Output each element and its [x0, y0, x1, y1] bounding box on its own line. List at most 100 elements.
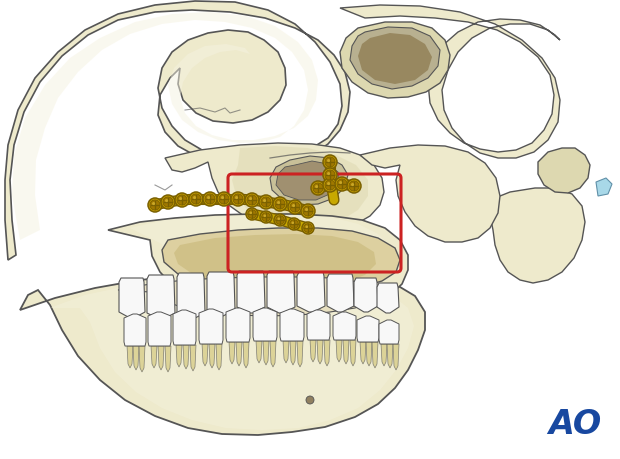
- Circle shape: [290, 220, 298, 228]
- Polygon shape: [327, 274, 354, 312]
- Circle shape: [306, 396, 314, 404]
- Circle shape: [303, 206, 313, 216]
- Circle shape: [325, 157, 335, 167]
- Polygon shape: [256, 341, 262, 363]
- Polygon shape: [372, 342, 378, 368]
- Circle shape: [261, 197, 271, 207]
- Polygon shape: [379, 320, 399, 344]
- Circle shape: [247, 210, 256, 218]
- Circle shape: [150, 200, 160, 210]
- Circle shape: [351, 183, 354, 186]
- Polygon shape: [236, 342, 242, 366]
- Polygon shape: [297, 272, 325, 312]
- Polygon shape: [360, 342, 366, 364]
- Circle shape: [219, 194, 229, 204]
- Polygon shape: [232, 146, 368, 226]
- Circle shape: [249, 197, 252, 200]
- Polygon shape: [387, 344, 393, 368]
- Circle shape: [323, 155, 337, 169]
- Polygon shape: [357, 316, 379, 342]
- Polygon shape: [108, 214, 408, 313]
- Polygon shape: [393, 344, 399, 370]
- Polygon shape: [324, 340, 330, 366]
- Circle shape: [246, 208, 258, 220]
- Polygon shape: [596, 178, 612, 196]
- Polygon shape: [165, 346, 171, 372]
- Circle shape: [152, 202, 155, 205]
- Circle shape: [301, 204, 315, 218]
- Polygon shape: [174, 234, 376, 288]
- Polygon shape: [350, 27, 440, 89]
- Circle shape: [337, 179, 347, 189]
- Circle shape: [313, 183, 323, 193]
- Circle shape: [276, 216, 285, 224]
- Polygon shape: [20, 271, 425, 435]
- Polygon shape: [207, 272, 235, 316]
- Circle shape: [247, 195, 257, 205]
- Circle shape: [274, 214, 286, 226]
- Polygon shape: [165, 143, 384, 230]
- Polygon shape: [118, 277, 378, 316]
- Circle shape: [191, 194, 201, 204]
- Circle shape: [148, 198, 162, 212]
- Polygon shape: [270, 341, 276, 367]
- Polygon shape: [263, 341, 269, 365]
- Polygon shape: [139, 346, 145, 372]
- Circle shape: [264, 214, 266, 217]
- Polygon shape: [270, 156, 348, 205]
- Circle shape: [165, 199, 168, 202]
- Polygon shape: [297, 341, 303, 367]
- Polygon shape: [276, 161, 340, 200]
- Circle shape: [327, 172, 330, 175]
- Circle shape: [288, 200, 302, 214]
- Polygon shape: [190, 345, 196, 371]
- Polygon shape: [130, 215, 395, 306]
- Polygon shape: [124, 314, 146, 346]
- Polygon shape: [290, 341, 296, 365]
- Circle shape: [335, 177, 349, 191]
- Circle shape: [193, 196, 196, 199]
- Circle shape: [290, 202, 300, 212]
- Text: AO: AO: [548, 409, 601, 442]
- Polygon shape: [307, 310, 330, 340]
- Polygon shape: [158, 346, 164, 370]
- Circle shape: [315, 185, 318, 188]
- Polygon shape: [243, 342, 249, 368]
- Polygon shape: [317, 340, 323, 364]
- Circle shape: [231, 192, 245, 206]
- Polygon shape: [340, 22, 450, 98]
- Polygon shape: [202, 344, 208, 366]
- Polygon shape: [199, 309, 223, 344]
- Polygon shape: [229, 342, 235, 364]
- Polygon shape: [237, 271, 265, 313]
- Polygon shape: [381, 344, 387, 366]
- Circle shape: [235, 196, 238, 199]
- Polygon shape: [147, 275, 175, 319]
- Circle shape: [325, 170, 335, 180]
- Circle shape: [179, 197, 182, 200]
- Circle shape: [302, 222, 314, 234]
- Circle shape: [349, 181, 359, 191]
- Circle shape: [305, 208, 308, 211]
- Circle shape: [245, 193, 259, 207]
- Polygon shape: [538, 148, 590, 193]
- Circle shape: [327, 159, 330, 162]
- Circle shape: [233, 194, 243, 204]
- Polygon shape: [119, 278, 145, 318]
- Circle shape: [277, 201, 280, 204]
- Polygon shape: [162, 228, 400, 294]
- Polygon shape: [177, 273, 205, 319]
- Circle shape: [177, 195, 187, 205]
- Polygon shape: [366, 342, 372, 366]
- Circle shape: [205, 194, 215, 204]
- Polygon shape: [490, 188, 585, 283]
- Circle shape: [175, 193, 189, 207]
- Polygon shape: [267, 271, 295, 313]
- Polygon shape: [148, 312, 171, 346]
- Polygon shape: [5, 1, 350, 260]
- Polygon shape: [133, 346, 139, 370]
- Circle shape: [163, 197, 173, 207]
- Polygon shape: [253, 308, 277, 341]
- Polygon shape: [343, 340, 349, 364]
- Circle shape: [260, 211, 272, 223]
